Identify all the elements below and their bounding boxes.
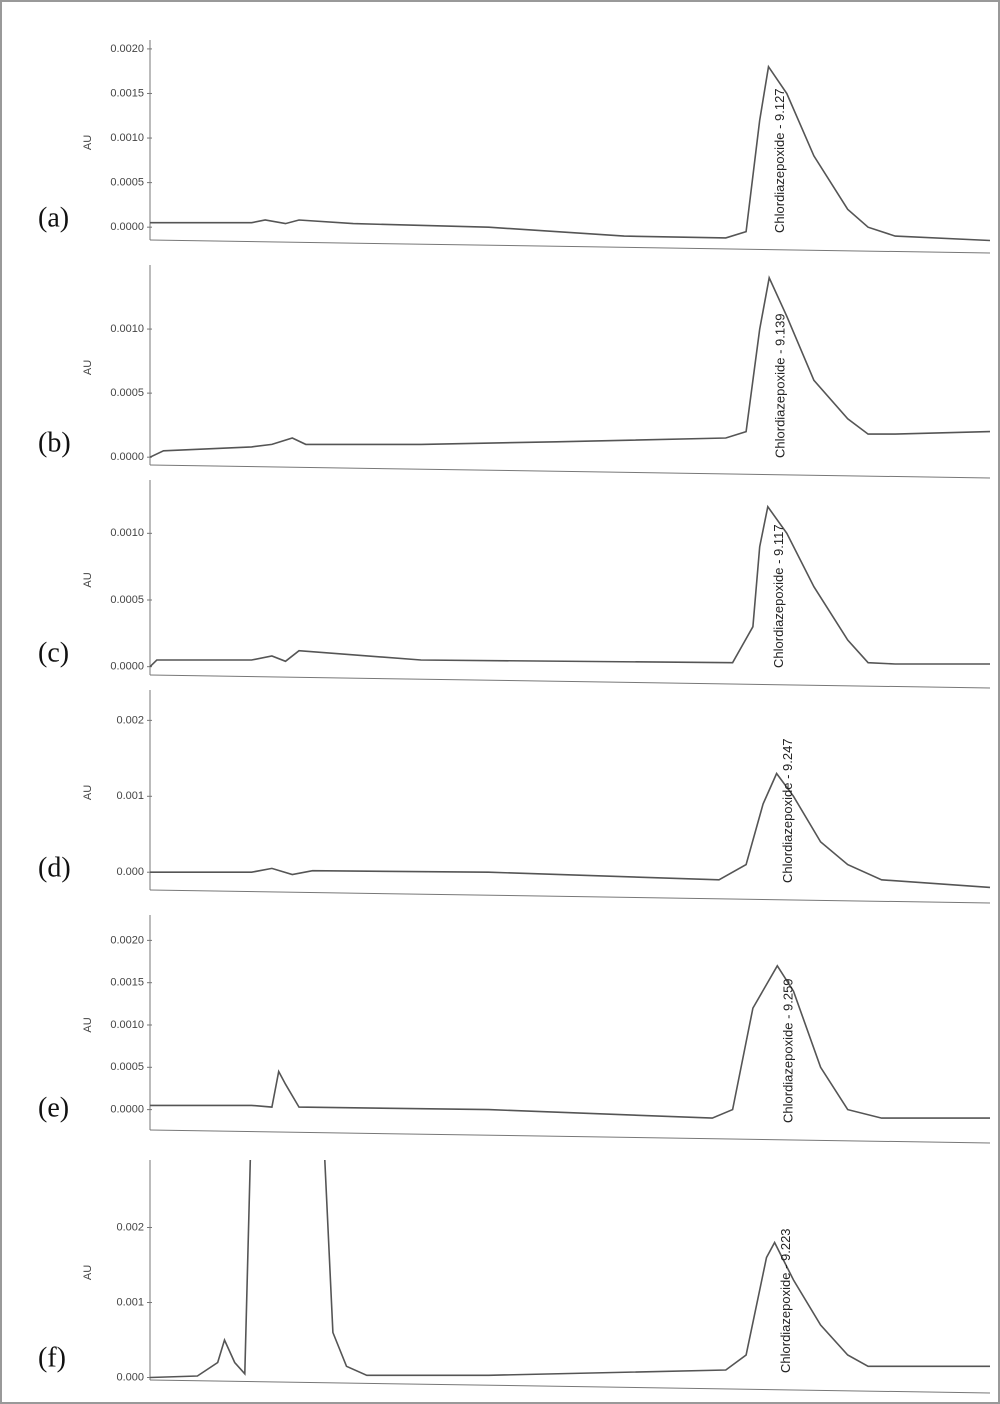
y-axis-label: AU bbox=[82, 785, 94, 800]
peak-annotation: Chlordiazepoxide - 9.127 bbox=[772, 88, 787, 233]
peak-annotation: Chlordiazepoxide - 9.259 bbox=[781, 978, 796, 1123]
y-tick-label: 0.0020 bbox=[110, 43, 144, 55]
y-tick-label: 0.0000 bbox=[110, 221, 144, 233]
peak-annotation: Chlordiazepoxide - 9.117 bbox=[771, 524, 786, 668]
x-axis bbox=[149, 239, 991, 254]
y-tick-label: 0.0005 bbox=[110, 387, 144, 399]
y-tick-label: 0.0015 bbox=[110, 87, 144, 99]
y-axis-label: AU bbox=[82, 1265, 94, 1280]
trace bbox=[150, 771, 991, 889]
y-tick-label: 0.0005 bbox=[110, 177, 144, 189]
panel-label: (e) bbox=[38, 1092, 69, 1123]
y-tick-label: 0.0010 bbox=[110, 527, 144, 539]
y-tick-label: 0.0000 bbox=[110, 451, 144, 463]
x-axis bbox=[149, 464, 991, 479]
y-tick-label: 0.0020 bbox=[110, 934, 144, 946]
trace bbox=[150, 964, 990, 1119]
peak-annotation: Chlordiazepoxide - 9.247 bbox=[780, 738, 795, 883]
x-axis bbox=[149, 674, 991, 689]
trace bbox=[149, 275, 991, 458]
trace bbox=[150, 64, 991, 242]
y-tick-label: 0.0005 bbox=[110, 1061, 144, 1073]
y-tick-label: 0.0010 bbox=[110, 1019, 144, 1031]
panel-label: (c) bbox=[38, 637, 69, 668]
y-tick-label: 0.000 bbox=[116, 866, 144, 878]
panel-label: (b) bbox=[38, 427, 71, 458]
y-tick-label: 0.0000 bbox=[110, 1104, 144, 1116]
y-tick-label: 0.0000 bbox=[110, 661, 144, 673]
y-tick-label: 0.0010 bbox=[110, 323, 144, 335]
y-tick-label: 0.001 bbox=[116, 790, 144, 802]
y-tick-label: 0.002 bbox=[116, 714, 144, 726]
y-tick-label: 0.0010 bbox=[110, 132, 144, 144]
y-tick-label: 0.0015 bbox=[110, 977, 144, 989]
x-axis bbox=[149, 889, 991, 904]
x-axis bbox=[149, 1129, 991, 1144]
y-tick-label: 0.002 bbox=[116, 1221, 144, 1233]
y-axis-label: AU bbox=[82, 360, 94, 375]
y-tick-label: 0.0005 bbox=[110, 594, 144, 606]
x-axis bbox=[149, 1379, 991, 1394]
y-tick-label: 0.000 bbox=[116, 1371, 144, 1383]
panel-label: (d) bbox=[38, 852, 71, 883]
peak-annotation: Chlordiazepoxide - 9.139 bbox=[773, 313, 788, 458]
y-axis-label: AU bbox=[82, 135, 94, 150]
trace bbox=[149, 1159, 990, 1379]
trace bbox=[149, 504, 990, 668]
panel-label: (a) bbox=[38, 202, 69, 233]
panel-label: (f) bbox=[38, 1342, 66, 1373]
peak-annotation: Chlordiazepoxide - 9.223 bbox=[778, 1228, 793, 1373]
y-axis-label: AU bbox=[82, 572, 94, 587]
y-tick-label: 0.001 bbox=[116, 1296, 144, 1308]
y-axis-label: AU bbox=[82, 1017, 94, 1032]
